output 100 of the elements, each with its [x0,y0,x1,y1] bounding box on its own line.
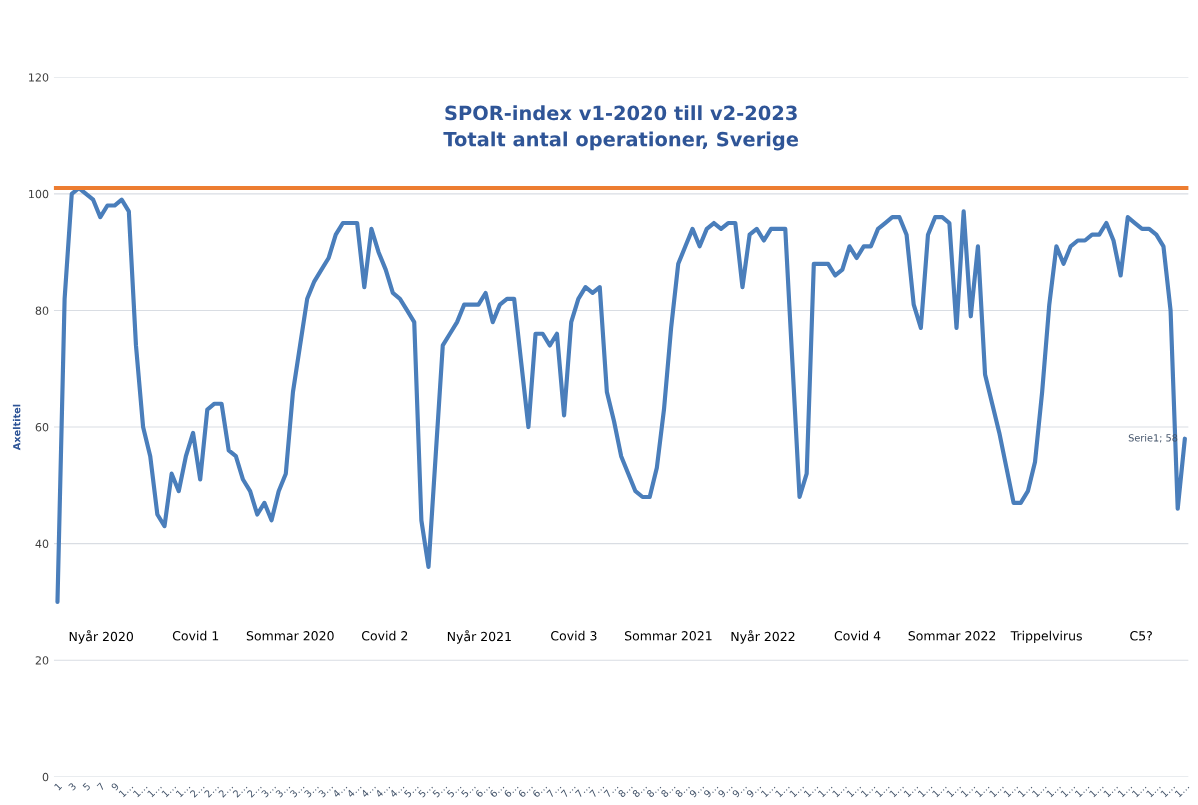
x-tick-label: 1… [817,782,833,798]
x-tick-label: 8… [646,782,662,798]
x-tick-label: 5… [446,782,462,798]
x-tick-label: 3… [289,782,305,798]
x-tick-label: 4… [332,782,348,798]
y-tick-label: 60 [35,423,49,432]
x-tick-label: 9… [746,782,762,798]
y-tick-label: 20 [35,656,49,665]
x-tick-label: 1… [1174,782,1190,798]
x-tick-label: 1… [931,782,947,798]
x-tick-label: 8… [617,782,633,798]
x-tick-label: 2… [232,782,248,798]
x-tick-label: 9… [717,782,733,798]
annotation: Covid 2 [361,630,408,641]
x-tick-label: 3… [318,782,334,798]
annotation: Nyår 2021 [447,630,511,644]
x-tick-label: 7… [575,782,590,798]
x-tick-label: 1… [760,782,776,798]
x-tick-label: 8… [674,782,690,798]
x-tick-label: 1… [917,782,933,798]
x-tick-label: 3 [68,782,77,791]
annotation: Sommar 2022 [908,631,996,641]
x-tick-label: 5… [460,782,476,798]
x-tick-label: 1… [846,782,862,798]
x-tick-label: 3… [275,782,291,798]
y-tick-label: 80 [35,306,49,315]
x-tick-label: 1… [1046,782,1061,798]
x-tick-label: 1… [960,782,976,798]
x-tick-label: 1… [874,782,890,798]
x-tick-label: 1… [946,782,961,798]
annotation: Covid 1 [172,630,219,641]
x-tick-label: 1… [832,782,847,798]
x-tick-label: 1… [1017,782,1033,798]
x-tick-label: 4… [389,782,405,798]
x-tick-label: 1… [1117,782,1133,798]
x-tick-label: 1… [1074,782,1090,798]
x-tick-label: 9… [703,782,719,798]
y-tick-label: 0 [42,772,49,782]
x-tick-label: 1… [1003,782,1019,798]
annotation: Sommar 2020 [246,631,334,641]
x-tick-label: 4… [360,782,376,798]
x-tick-label: 5… [403,782,419,798]
x-tick-label: 8… [631,782,648,798]
x-tick-label: 2… [203,782,219,798]
x-tick-label: 1… [1031,782,1047,798]
x-tick-label: 4… [346,782,362,798]
x-tick-label: 5… [418,782,434,798]
x-tick-label: 9… [688,782,705,798]
y-tick-label: 120 [29,73,49,82]
x-tick-label: 9 [110,782,120,791]
x-tick-label: 1… [774,782,790,798]
x-tick-label: 1 [54,782,63,791]
text: SPOR-index v1-2020 till v2-2023 Totalt antal operationer, Sverige [443,105,799,151]
x-tick-label: 1… [1146,782,1161,798]
x-tick-label: 1… [118,782,134,798]
x-tick-label: 1… [789,782,804,798]
x-tick-label: 1… [1103,782,1118,798]
annotation: Nyår 2022 [731,630,795,644]
x-tick-label: 6… [503,782,519,798]
x-tick-label: 1… [1060,782,1076,798]
x-tick-label: 6… [489,782,505,798]
y-tick-label: 100 [29,189,49,199]
x-tick-label: 1… [147,782,162,798]
x-tick-label: 7… [560,782,576,798]
x-tick-label: 1… [989,782,1004,798]
x-tick-label: 1… [889,782,904,798]
x-tick-label: 5… [432,782,448,798]
x-tick-label: 1… [132,782,148,798]
x-tick-label: 1… [803,782,819,798]
x-tick-label: 5 [82,782,91,791]
x-tick-label: 9… [731,782,747,798]
annotation: Nyår 2020 [69,630,134,644]
x-tick-label: 1… [860,782,876,798]
x-tick-label: 1… [974,782,990,798]
x-tick-label: 6… [474,782,491,798]
x-tick-label: 1… [161,782,177,798]
x-tick-label: 2… [189,782,205,798]
x-tick-label: 8… [660,782,676,798]
x-tick-label: 1… [1160,782,1176,798]
x-tick-label: 6… [517,782,533,798]
annotation: Trippelvirus [1010,630,1082,643]
x-tick-label: 1… [175,782,191,798]
x-tick-label: 7… [589,782,605,798]
x-tick-label: 7 [96,782,105,791]
y-axis-title: Axeltitel [12,404,21,451]
x-tick-label: 7… [546,782,562,798]
x-tick-label: 3… [303,782,319,798]
x-tick-label: 6… [532,782,548,798]
x-tick-label: 2… [218,782,234,798]
annotation: C5? [1130,631,1152,641]
annotation: Covid 3 [551,630,597,641]
x-tick-label: 1… [903,782,919,798]
x-tick-label: 3… [260,782,277,798]
annotation: Sommar 2021 [625,631,712,641]
annotation: Covid 4 [834,630,881,641]
x-tick-label: 2… [246,782,262,798]
x-tick-label: 1… [1088,782,1104,798]
y-tick-label: 40 [35,539,49,549]
x-tick-label: 1… [1131,782,1147,798]
x-tick-label: 4… [375,782,391,798]
